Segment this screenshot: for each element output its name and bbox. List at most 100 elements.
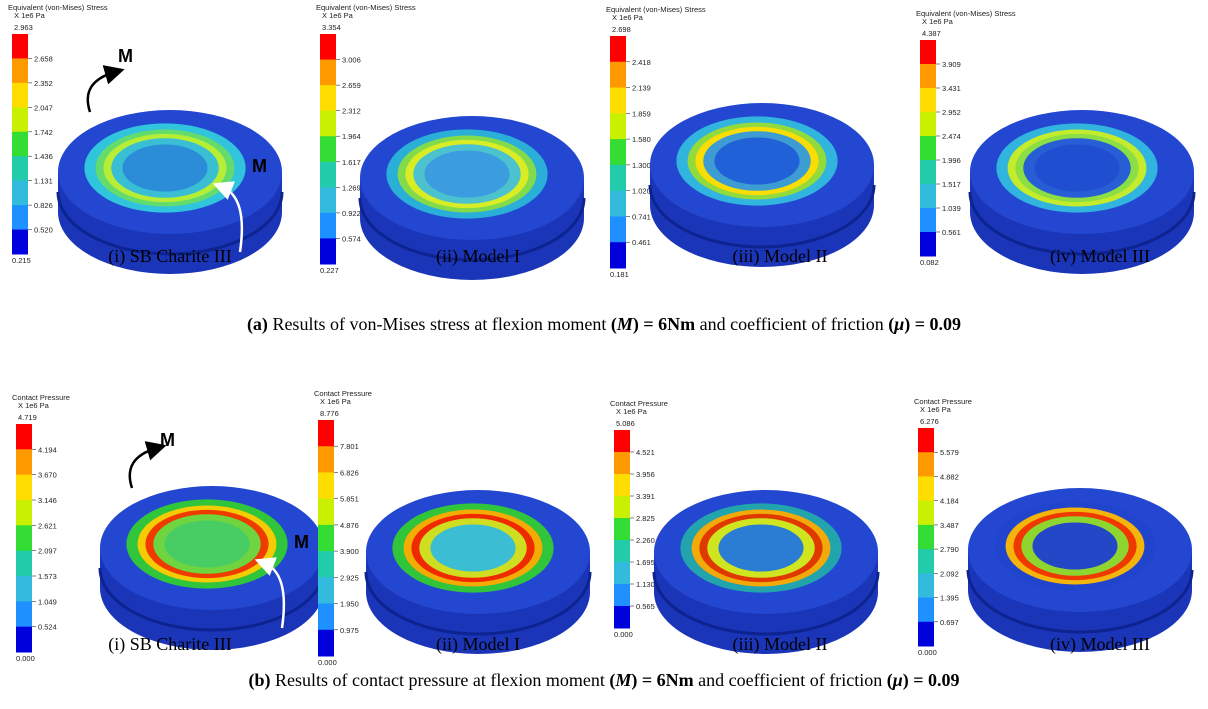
legend-band [614,452,630,475]
legend-value: 3.900 [340,547,359,556]
legend-value: 2.092 [940,569,959,578]
caption-part: M [615,670,632,690]
subpanel-label: (ii) Model I [436,246,520,267]
disc-groove [652,571,880,636]
legend-band [12,34,28,59]
moment-arrow [128,441,167,489]
caption-part: ( [609,670,616,690]
caption-part: μ [892,670,903,690]
legend-value: 1.859 [632,109,651,118]
legend-value: 3.487 [940,521,959,530]
legend-band [320,59,336,86]
legend-value: 3.956 [636,470,655,479]
legend-value: 2.621 [38,521,57,530]
legend-title: Equivalent (von-Mises) Stress [916,9,1016,18]
moment-label: M [252,156,267,176]
subpanel-label: (ii) Model I [436,634,520,655]
legend-value: 1.020 [632,187,651,196]
contour [1032,522,1118,570]
legend-band [610,113,626,140]
legend-band [614,430,630,453]
legend-band [610,242,626,269]
legend-value: 0.561 [942,228,961,237]
caption-part: (a) [246,314,268,334]
legend-band [12,58,28,84]
legend-band [918,524,934,550]
disc-groove [364,571,592,636]
legend-band [614,606,630,629]
disc-model [98,486,326,650]
legend-band [918,573,934,599]
caption-part: ) = 6Nm [632,314,696,334]
caption: (b) Results of contact pressure at flexi… [0,670,1208,691]
legend-band [610,216,626,243]
legend-value: 3.909 [942,60,961,69]
subpanel-label: (i) SB Charite III [108,246,231,267]
legend-value: 4.184 [940,497,959,506]
legend-band [318,551,334,578]
legend-band [614,518,630,541]
legend-title: Contact Pressure [610,399,668,408]
moment-arrow [212,181,244,253]
caption-part: Results of contact pressure at flexion m… [270,670,610,690]
legend-title: Equivalent (von-Mises) Stress [606,5,706,14]
caption-part: and coefficient of friction [693,670,887,690]
contour [164,520,250,568]
legend-band [614,562,630,585]
legend-band [16,474,32,501]
caption-part: μ [894,314,905,334]
legend-value: 4.521 [636,448,655,457]
legend-band [920,184,936,209]
legend-band [16,525,32,552]
legend-band [16,449,32,476]
legend-value: 2.352 [34,79,53,88]
legend-title: Contact Pressure [914,397,972,406]
contour [424,150,510,198]
legend-value: 8.776 [320,409,339,418]
legend-unit: X 1e6 Pa [14,11,46,20]
caption-part: ) = 6Nm [631,670,694,690]
legend-band [918,428,934,453]
legend-value: 3.391 [636,492,655,501]
disc-groove [966,569,1194,634]
moment-label: M [294,532,309,552]
legend-value: 4.194 [38,445,57,454]
legend-unit: X 1e6 Pa [18,401,50,410]
disc-model [56,110,284,274]
legend-band [12,107,28,133]
disc-model [358,116,586,280]
legend-band [920,160,936,185]
legend-band [610,190,626,217]
legend-value: 4.387 [922,29,941,38]
legend-value: 1.131 [34,177,53,186]
legend-band [610,87,626,114]
legend-title: Contact Pressure [314,389,372,398]
legend-band [614,540,630,563]
legend-value: 0.082 [920,258,939,267]
legend-band [918,452,934,477]
legend-value: 0.215 [12,256,31,265]
legend-title: Contact Pressure [12,393,70,402]
contour [714,137,800,185]
legend-value: 2.418 [632,58,651,67]
caption-part: ( [888,314,895,334]
legend-band [16,601,32,628]
legend-band [918,621,934,647]
legend-title: Equivalent (von-Mises) Stress [316,3,416,12]
caption-part: ( [610,314,617,334]
legend-title: Equivalent (von-Mises) Stress [8,3,108,12]
legend-value: 0.826 [34,201,53,210]
caption-part: M [616,314,633,334]
legend-value: 0.524 [38,623,57,632]
legend-band [16,626,32,653]
caption: (a) Results of von-Mises stress at flexi… [0,314,1208,335]
disc-groove [648,184,876,249]
legend-band [318,577,334,605]
legend-value: 2.047 [34,103,53,112]
legend-value: 2.474 [942,132,961,141]
legend-band [610,139,626,166]
legend-unit: X 1e6 Pa [322,11,354,20]
legend-value: 5.086 [616,419,635,428]
legend-band [918,500,934,526]
legend-value: 0.461 [632,238,651,247]
